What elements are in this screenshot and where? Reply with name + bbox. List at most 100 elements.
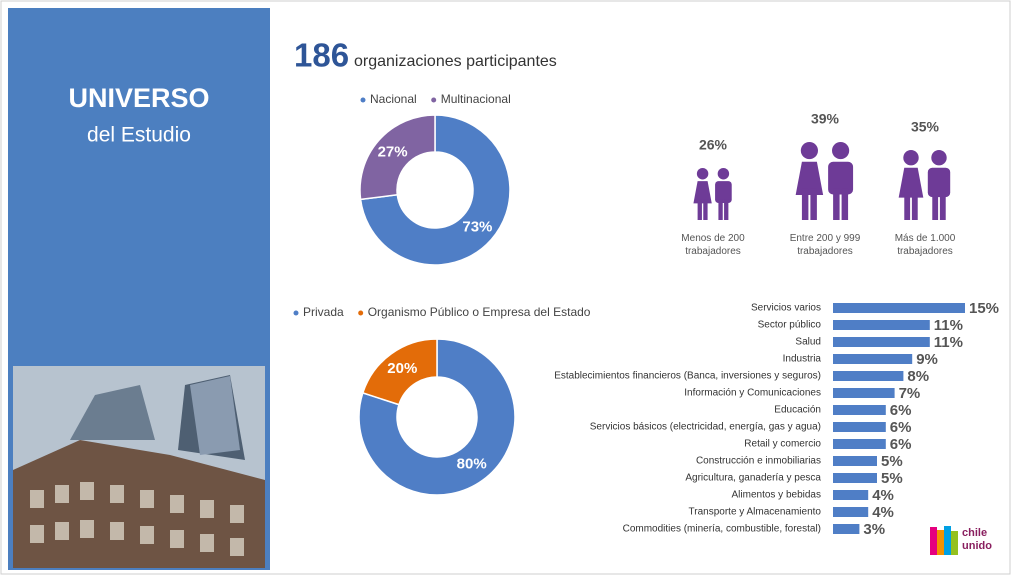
icon-leg: [703, 199, 708, 220]
headline-text: organizaciones participantes: [354, 53, 557, 70]
icon-leg: [911, 192, 918, 220]
pictogram-caption-box: Menos de 200 trabajadores: [681, 233, 744, 257]
bar-category: Información y Comunicaciones: [684, 388, 821, 399]
icon-leg: [932, 192, 939, 220]
pictogram-caption: Más de 1.000 trabajadores: [894, 233, 956, 257]
donut-slice: [358, 338, 516, 496]
bar-category: Servicios varios: [751, 303, 821, 314]
pictogram-icon: [898, 150, 951, 220]
icon-body: [927, 167, 951, 198]
bar-value: 11%: [934, 317, 963, 334]
legend-label: Multinacional: [441, 92, 511, 106]
icon-leg: [833, 188, 840, 220]
legend-label: Privada: [303, 305, 344, 319]
bar-value: 8%: [907, 368, 929, 385]
sidebar-subtitle: del Estudio: [87, 124, 191, 147]
bar-category: Sector público: [758, 320, 822, 331]
icon-head: [931, 150, 947, 166]
bar: [833, 405, 886, 415]
bar: [833, 473, 877, 483]
icon-leg: [697, 199, 702, 220]
bar-category: Salud: [795, 337, 821, 348]
logo-line: unido: [962, 540, 992, 552]
pictogram-value: 39%: [811, 111, 840, 127]
slice-label: 20%: [387, 360, 417, 377]
bar: [833, 337, 930, 347]
icon-leg: [810, 188, 817, 220]
logo-line: chile: [962, 527, 987, 539]
icon-leg: [904, 192, 911, 220]
bar-category: Alimentos y bebidas: [732, 490, 822, 501]
bar-value: 4%: [872, 504, 894, 521]
bar-category: Agricultura, ganadería y pesca: [685, 473, 821, 484]
bar: [833, 507, 869, 517]
pictogram-icon: [693, 168, 732, 220]
bar: [833, 490, 869, 500]
icon-leg: [718, 199, 723, 220]
bar-value: 9%: [916, 351, 938, 368]
icon-body: [828, 161, 854, 195]
bar-value: 11%: [934, 334, 963, 351]
bar-category: Construcción e inmobiliarias: [696, 456, 821, 467]
icon-head: [717, 168, 730, 180]
bar: [833, 456, 877, 466]
bar-category: Transporte y Almacenamiento: [689, 507, 822, 518]
slice-label: 80%: [457, 456, 487, 473]
icon-leg: [724, 199, 729, 220]
pictogram-caption: Entre 200 y 999 trabajadores: [789, 233, 861, 257]
pictogram-value: 35%: [911, 119, 940, 135]
bar-category: Establecimientos financieros (Banca, inv…: [554, 371, 821, 382]
icon-leg: [939, 192, 946, 220]
icon-head: [832, 142, 850, 160]
legend-swatch: [358, 310, 364, 316]
building-photo: [13, 366, 265, 568]
icon-leg: [841, 188, 849, 220]
sidebar-title: UNIVERSO: [68, 83, 209, 113]
bar-category: Commodities (minería, combustible, fores…: [623, 524, 821, 535]
icon-body: [715, 181, 732, 203]
bar: [833, 303, 965, 313]
legend-swatch: [293, 310, 299, 316]
icon-body: [898, 167, 924, 198]
logo: chile unido: [930, 526, 992, 555]
donut-slice: [359, 114, 511, 266]
bar: [833, 439, 886, 449]
icon-head: [696, 168, 709, 180]
bar-value: 5%: [881, 470, 903, 487]
bar-value: 4%: [872, 487, 894, 504]
bar-value: 5%: [881, 453, 903, 470]
legend-swatch: [360, 97, 366, 103]
bar-category: Servicios básicos (electricidad, energía…: [590, 422, 821, 433]
pictogram-caption-box: Más de 1.000 trabajadores: [894, 233, 956, 257]
legend-label: Nacional: [370, 92, 417, 106]
bar-category: Retail y comercio: [744, 439, 821, 450]
icon-leg: [801, 188, 809, 220]
bar-value: 6%: [890, 436, 912, 453]
bar: [833, 354, 913, 364]
bar: [833, 524, 860, 534]
bar-value: 15%: [969, 300, 999, 317]
bar: [833, 422, 886, 432]
icon-head: [903, 150, 919, 166]
bar-value: 7%: [899, 385, 921, 402]
bar: [833, 320, 930, 330]
bar-value: 6%: [890, 402, 912, 419]
pictogram-caption-box: Entre 200 y 999 trabajadores: [789, 233, 861, 257]
pictogram-value: 26%: [699, 137, 728, 153]
slice-label: 27%: [378, 144, 408, 161]
bar-category: Educación: [774, 405, 821, 416]
donut-slice: [359, 114, 436, 201]
icon-body: [795, 161, 824, 196]
headline-number: 186: [294, 37, 349, 74]
icon-head: [800, 142, 818, 160]
bar-value: 6%: [890, 419, 912, 436]
icon-body: [693, 181, 712, 204]
legend-label: Organismo Público o Empresa del Estado: [368, 305, 591, 319]
slice-label: 73%: [462, 218, 492, 235]
bar-category: Industria: [783, 354, 822, 365]
pictogram-icon: [795, 142, 854, 220]
donut-slice: [361, 338, 438, 406]
bar-value: 3%: [863, 521, 885, 538]
bar: [833, 371, 904, 381]
